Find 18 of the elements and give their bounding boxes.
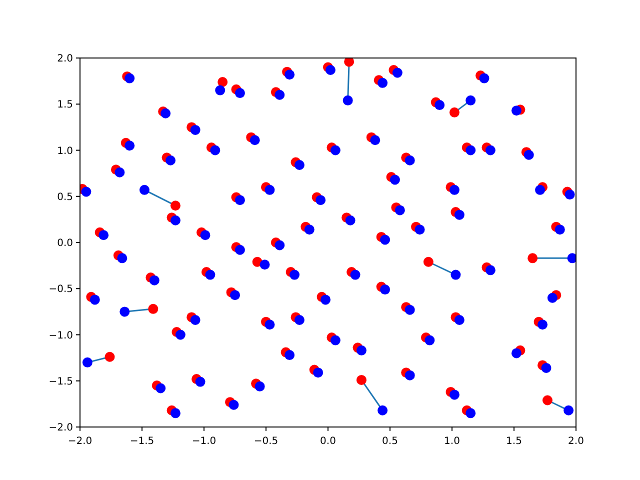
x-tick-label: 1.0 xyxy=(444,436,460,447)
y-tick-label: −1.5 xyxy=(48,376,73,388)
x-tick-label: 0.5 xyxy=(382,436,398,447)
x-tick-label: −1.5 xyxy=(130,436,154,447)
x-tick-label: −0.5 xyxy=(254,436,278,447)
y-tick-label: 1.5 xyxy=(57,100,73,111)
y-tick-label: 0.5 xyxy=(57,192,73,203)
x-tick-label: 2.0 xyxy=(568,436,584,447)
x-tick-label: −1.0 xyxy=(192,436,216,447)
x-tick-label: −2.0 xyxy=(68,436,92,447)
y-tick-label: 2.0 xyxy=(57,54,73,64)
y-tick-label: −1.0 xyxy=(48,330,73,342)
x-tick-label: 0.0 xyxy=(320,436,336,447)
x-tick-label: 1.5 xyxy=(506,436,522,447)
y-tick-label: −2.0 xyxy=(48,422,73,434)
y-tick-label: 1.0 xyxy=(57,146,73,157)
y-tick-label: −0.5 xyxy=(48,284,73,296)
y-tick-label: 0.0 xyxy=(57,238,73,249)
